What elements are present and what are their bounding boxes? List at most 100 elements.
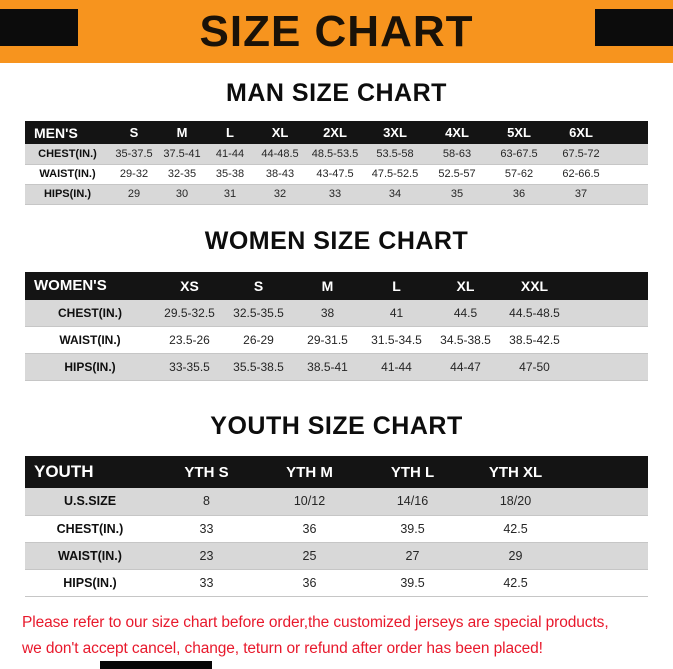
bottom-black-bar (100, 661, 212, 669)
row-label-cell: U.S.SIZE (25, 488, 155, 516)
filler-cell (567, 488, 648, 516)
size-value-cell: 29-31.5 (293, 326, 362, 354)
size-value-cell: 34 (364, 184, 426, 205)
size-value-cell: 35.5-38.5 (224, 353, 293, 381)
men-size-table: MEN'S S M L XL 2XL 3XL 4XL 5XL 6XL CHEST… (25, 121, 648, 205)
filler-cell (612, 164, 648, 185)
size-value-cell: 23.5-26 (155, 326, 224, 354)
size-value-cell: 26-29 (224, 326, 293, 354)
size-value-cell: 58-63 (426, 144, 488, 165)
size-value-cell: 25 (258, 542, 361, 570)
filler-cell (567, 456, 648, 488)
row-label-cell: WAIST(IN.) (25, 326, 155, 354)
row-label-cell: CHEST(IN.) (25, 144, 110, 165)
row-label-cell: HIPS(IN.) (25, 184, 110, 205)
size-value-cell: 48.5-53.5 (306, 144, 364, 165)
size-value-cell: 29-32 (110, 164, 158, 185)
size-value-cell: 14/16 (361, 488, 464, 516)
size-value-cell: 35-37.5 (110, 144, 158, 165)
size-value-cell: 42.5 (464, 569, 567, 597)
order-policy-line-1: Please refer to our size chart before or… (22, 613, 609, 631)
size-value-cell: 47.5-52.5 (364, 164, 426, 185)
column-header-cell: 6XL (550, 121, 612, 144)
filler-cell (612, 121, 648, 144)
size-value-cell: 36 (488, 184, 550, 205)
size-value-cell: 33 (155, 569, 258, 597)
column-header-cell: 4XL (426, 121, 488, 144)
size-value-cell: 47-50 (500, 353, 569, 381)
size-value-cell: 33 (306, 184, 364, 205)
filler-cell (567, 569, 648, 597)
size-value-cell: 41-44 (362, 353, 431, 381)
youth-table-title-cell: YOUTH (25, 456, 155, 488)
size-value-cell: 30 (158, 184, 206, 205)
filler-cell (612, 144, 648, 165)
men-table-title-cell: MEN'S (25, 121, 110, 144)
column-header-cell: M (158, 121, 206, 144)
filler-cell (567, 542, 648, 570)
column-header-cell: XXL (500, 271, 569, 300)
column-header-cell: 2XL (306, 121, 364, 144)
size-value-cell: 10/12 (258, 488, 361, 516)
filler-cell (569, 299, 648, 327)
column-header-cell: XL (254, 121, 306, 144)
youth-hips-row: HIPS(IN.) 33 36 39.5 42.5 (25, 569, 648, 597)
filler-cell (569, 353, 648, 381)
size-value-cell: 62-66.5 (550, 164, 612, 185)
size-value-cell: 32.5-35.5 (224, 299, 293, 327)
size-value-cell: 36 (258, 515, 361, 543)
order-policy-note: Please refer to our size chart before or… (22, 610, 673, 662)
size-value-cell: 29.5-32.5 (155, 299, 224, 327)
size-value-cell: 35-38 (206, 164, 254, 185)
size-value-cell: 41-44 (206, 144, 254, 165)
size-value-cell: 31 (206, 184, 254, 205)
row-label-cell: CHEST(IN.) (25, 515, 155, 543)
size-value-cell: 39.5 (361, 569, 464, 597)
size-value-cell: 57-62 (488, 164, 550, 185)
size-value-cell: 37.5-41 (158, 144, 206, 165)
column-header-cell: YTH S (155, 456, 258, 488)
women-size-table: WOMEN'S XS S M L XL XXL CHEST(IN.) 29.5-… (25, 271, 648, 381)
size-value-cell: 53.5-58 (364, 144, 426, 165)
size-value-cell: 44-48.5 (254, 144, 306, 165)
size-value-cell: 38 (293, 299, 362, 327)
row-label-cell: HIPS(IN.) (25, 569, 155, 597)
size-value-cell: 44-47 (431, 353, 500, 381)
size-value-cell: 35 (426, 184, 488, 205)
women-header-row: WOMEN'S XS S M L XL XXL (25, 271, 648, 300)
column-header-cell: YTH M (258, 456, 361, 488)
filler-cell (567, 515, 648, 543)
size-value-cell: 32 (254, 184, 306, 205)
size-value-cell: 27 (361, 542, 464, 570)
column-header-cell: YTH L (361, 456, 464, 488)
size-value-cell: 23 (155, 542, 258, 570)
size-value-cell: 29 (110, 184, 158, 205)
column-header-cell: L (362, 271, 431, 300)
column-header-cell: XS (155, 271, 224, 300)
order-policy-line-2: we don't accept cancel, change, teturn o… (22, 639, 543, 657)
column-header-cell: L (206, 121, 254, 144)
size-value-cell: 42.5 (464, 515, 567, 543)
size-value-cell: 67.5-72 (550, 144, 612, 165)
column-header-cell: M (293, 271, 362, 300)
men-waist-row: WAIST(IN.) 29-32 32-35 35-38 38-43 43-47… (25, 164, 648, 185)
youth-section-heading: YOUTH SIZE CHART (210, 412, 463, 440)
column-header-cell: XL (431, 271, 500, 300)
size-value-cell: 63-67.5 (488, 144, 550, 165)
size-value-cell: 18/20 (464, 488, 567, 516)
size-value-cell: 33 (155, 515, 258, 543)
column-header-cell: S (224, 271, 293, 300)
size-value-cell: 44.5 (431, 299, 500, 327)
size-value-cell: 43-47.5 (306, 164, 364, 185)
size-value-cell: 31.5-34.5 (362, 326, 431, 354)
banner-left-black-block (0, 9, 78, 46)
size-value-cell: 44.5-48.5 (500, 299, 569, 327)
column-header-cell: 5XL (488, 121, 550, 144)
size-value-cell: 36 (258, 569, 361, 597)
youth-size-table: YOUTH YTH S YTH M YTH L YTH XL U.S.SIZE … (25, 456, 648, 597)
youth-chest-row: CHEST(IN.) 33 36 39.5 42.5 (25, 515, 648, 543)
filler-cell (569, 271, 648, 300)
men-hips-row: HIPS(IN.) 29 30 31 32 33 34 35 36 37 (25, 184, 648, 205)
youth-header-row: YOUTH YTH S YTH M YTH L YTH XL (25, 456, 648, 488)
banner-right-black-block (595, 9, 673, 46)
